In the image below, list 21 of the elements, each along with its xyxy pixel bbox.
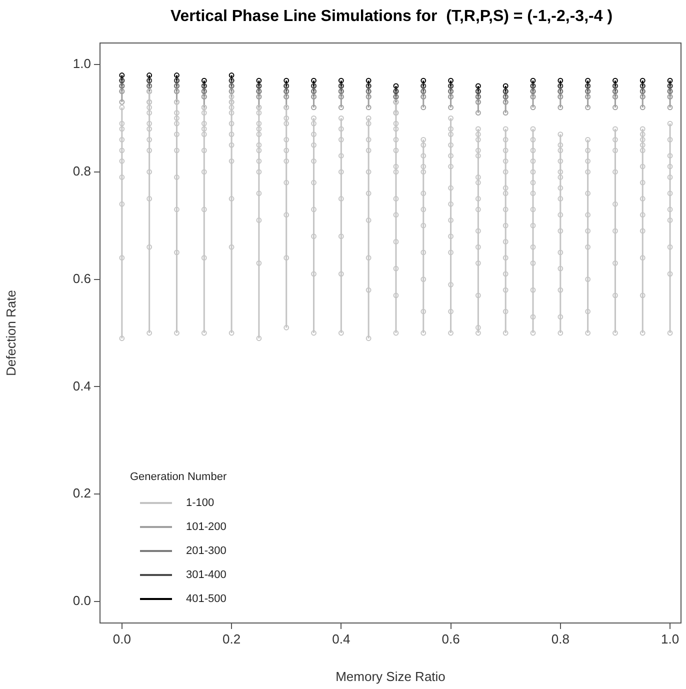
x-tick-label: 1.0 (661, 631, 680, 646)
legend-label: 1-100 (186, 497, 214, 509)
y-tick-label: 0.4 (72, 378, 91, 394)
x-axis-title: Memory Size Ratio (336, 668, 446, 684)
legend-label: 201-300 (186, 545, 226, 557)
y-tick-label: 0.8 (72, 163, 91, 178)
x-tick-label: 0.0 (112, 631, 131, 646)
x-tick-label: 0.4 (332, 631, 350, 646)
x-tick-label: 0.6 (442, 631, 460, 646)
legend-title: Generation Number (130, 471, 227, 483)
y-tick-label: 0.0 (72, 593, 91, 608)
y-tick-label: 1.0 (72, 56, 91, 72)
legend-label: 401-500 (186, 593, 226, 605)
y-axis-title: Defection Rate (3, 290, 18, 376)
legend-label: 301-400 (186, 569, 226, 581)
y-tick-label: 0.2 (72, 486, 91, 501)
y-tick-label: 0.6 (72, 270, 91, 286)
chart-title: Vertical Phase Line Simulations for (T,R,P,S) = (-1,-2,-3,-4 ) (169, 8, 614, 26)
x-tick-label: 0.8 (551, 631, 570, 646)
x-tick-label: 0.2 (222, 631, 241, 646)
legend-label: 101-200 (186, 521, 226, 533)
